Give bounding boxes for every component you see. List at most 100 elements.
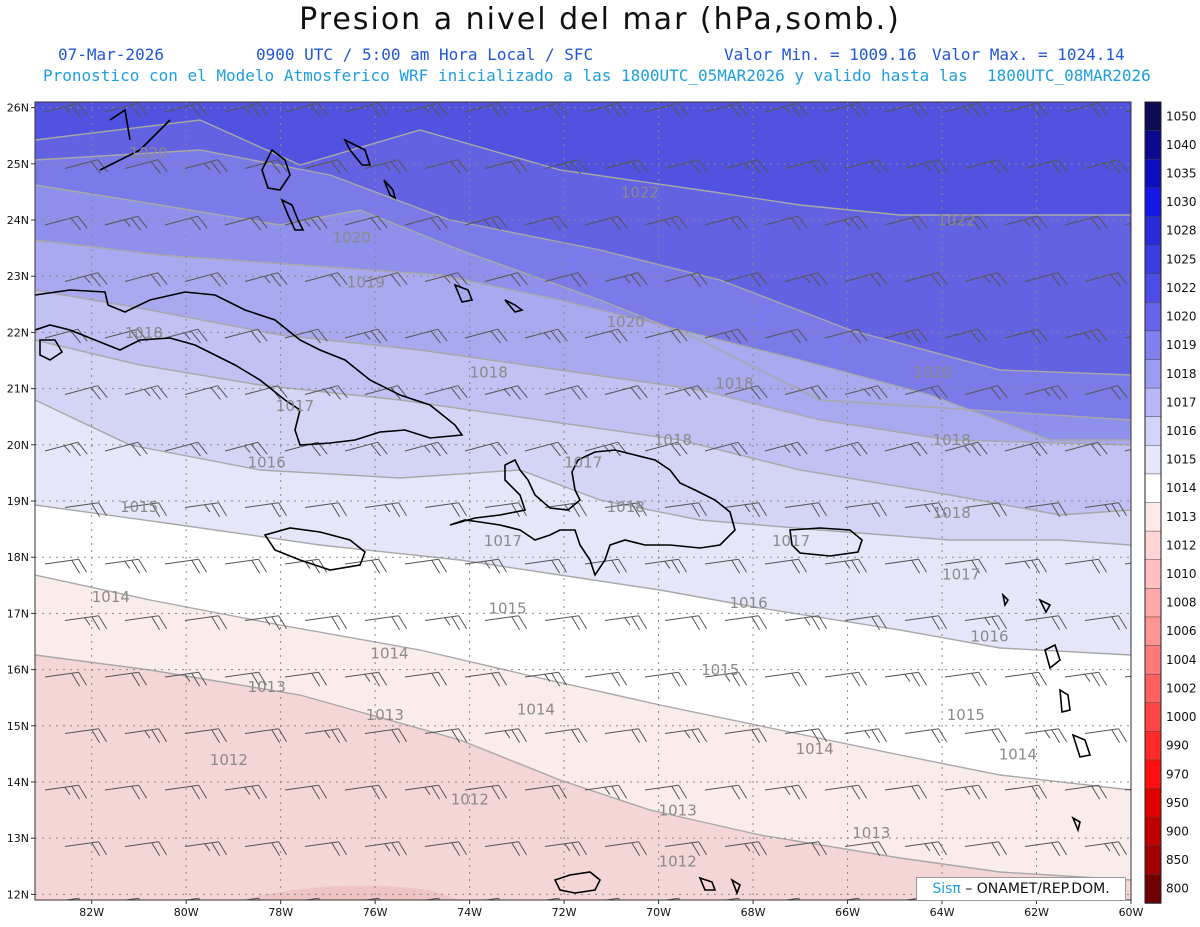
lat-tick-label: 12N bbox=[7, 888, 29, 901]
isobar-label: 1014 bbox=[92, 588, 130, 606]
legend-value: 1028 bbox=[1166, 224, 1197, 238]
isobar-label: 1020 bbox=[914, 363, 952, 381]
isobar-label: 1018 bbox=[654, 431, 692, 449]
lon-tick-label: 64W bbox=[930, 906, 955, 919]
isobar-label: 1018 bbox=[470, 363, 508, 381]
isobar-label: 1018 bbox=[125, 324, 163, 342]
legend-swatch bbox=[1144, 530, 1162, 561]
isobar-label: 1018 bbox=[715, 375, 753, 393]
isobar-label: 1013 bbox=[366, 706, 404, 724]
isobar-label: 1020 bbox=[607, 313, 645, 331]
legend-swatch bbox=[1144, 216, 1162, 246]
lat-tick-label: 15N bbox=[7, 720, 29, 733]
isobar-label: 1013 bbox=[659, 802, 697, 820]
lat-tick-label: 14N bbox=[7, 776, 29, 789]
legend-value: 1013 bbox=[1166, 510, 1197, 524]
map-title: Presion a nivel del mar (hPa,somb.) bbox=[299, 2, 901, 37]
isobar-label: 1014 bbox=[796, 740, 834, 758]
legend-swatch bbox=[1144, 588, 1162, 618]
legend-swatch bbox=[1144, 101, 1162, 132]
legend-value: 1015 bbox=[1166, 453, 1197, 467]
lon-tick-label: 62W bbox=[1024, 906, 1049, 919]
isobar-label: 1018 bbox=[933, 504, 971, 522]
legend-swatch bbox=[1144, 673, 1162, 704]
lat-tick-label: 21N bbox=[7, 383, 29, 396]
isobar-label: 1016 bbox=[248, 453, 286, 471]
forecast-info: Pronostico con el Modelo Atmosferico WRF… bbox=[43, 66, 1151, 85]
legend-swatch bbox=[1144, 187, 1162, 218]
isobar-label: 1022 bbox=[937, 212, 975, 230]
isobar-label: 1022 bbox=[621, 184, 659, 202]
legend-value: 1004 bbox=[1166, 653, 1197, 667]
coastlines bbox=[35, 108, 1092, 896]
lon-tick-label: 80W bbox=[174, 906, 199, 919]
lon-tick-label: 72W bbox=[552, 906, 577, 919]
isobar-label: 1016 bbox=[970, 627, 1008, 645]
legend-value: 1022 bbox=[1166, 281, 1197, 295]
legend-swatch bbox=[1144, 759, 1162, 790]
graticule bbox=[35, 102, 1131, 900]
lat-tick-label: 20N bbox=[7, 439, 29, 452]
isobar-lines bbox=[35, 119, 1131, 881]
legend-value: 1019 bbox=[1166, 338, 1197, 352]
lat-tick-label: 26N bbox=[7, 102, 29, 115]
lat-tick-label: 13N bbox=[7, 832, 29, 845]
lon-tick-label: 76W bbox=[363, 906, 388, 919]
legend-swatch bbox=[1144, 387, 1162, 418]
isobar-label: 1015 bbox=[701, 661, 739, 679]
legend-value: 1020 bbox=[1166, 310, 1197, 324]
isobar-label: 1012 bbox=[659, 852, 697, 870]
legend-value: 1014 bbox=[1166, 481, 1197, 495]
legend-value: 1035 bbox=[1166, 167, 1197, 181]
legend-value: 970 bbox=[1166, 767, 1189, 781]
isobar-label: 1017 bbox=[564, 453, 602, 471]
legend-swatch bbox=[1144, 330, 1162, 361]
lon-tick-label: 66W bbox=[835, 906, 860, 919]
lat-tick-label: 17N bbox=[7, 607, 29, 620]
credit-text: – ONAMET/REP.DOM. bbox=[965, 881, 1110, 897]
isobar-label: 1013 bbox=[248, 678, 286, 696]
legend-value: 1040 bbox=[1166, 138, 1197, 152]
lon-tick-label: 70W bbox=[646, 906, 671, 919]
legend-swatch bbox=[1144, 559, 1162, 590]
legend-swatch bbox=[1144, 845, 1162, 876]
legend-value: 800 bbox=[1166, 882, 1189, 896]
legend-value: 1012 bbox=[1166, 538, 1197, 552]
legend-value: 1025 bbox=[1166, 252, 1197, 266]
min-value: Valor Min. = 1009.16 bbox=[724, 45, 917, 64]
legend-swatch bbox=[1144, 788, 1162, 818]
legend-value: 1018 bbox=[1166, 367, 1197, 381]
legend-value: 1002 bbox=[1166, 681, 1197, 695]
isobar-label: 1015 bbox=[489, 599, 527, 617]
axes: 26N 25N 24N 23N 22N 21N 20N 19N 18N 17N 16N 15N 14N 1… bbox=[7, 102, 1144, 919]
legend-value: 950 bbox=[1166, 796, 1189, 810]
lat-tick-label: 24N bbox=[7, 214, 29, 227]
isobar-label: 1017 bbox=[484, 532, 522, 550]
lat-tick-label: 23N bbox=[7, 270, 29, 283]
lat-tick-label: 19N bbox=[7, 495, 29, 508]
lon-tick-label: 82W bbox=[79, 906, 104, 919]
legend-value: 1000 bbox=[1166, 710, 1197, 724]
isobar-label: 1015 bbox=[120, 498, 158, 516]
legend-value: 1010 bbox=[1166, 567, 1197, 581]
lat-tick-label: 22N bbox=[7, 326, 29, 339]
legend-swatch bbox=[1144, 502, 1162, 532]
lon-tick-label: 60W bbox=[1119, 906, 1144, 919]
legend-swatch bbox=[1144, 702, 1162, 733]
legend-swatch bbox=[1144, 244, 1162, 275]
legend-swatch bbox=[1144, 158, 1162, 189]
legend-value: 1016 bbox=[1166, 424, 1197, 438]
legend-swatch bbox=[1144, 645, 1162, 675]
legend-swatch bbox=[1144, 616, 1162, 647]
legend-value: 990 bbox=[1166, 739, 1189, 753]
isobar-label: 1018 bbox=[933, 431, 971, 449]
isobar-label: 1020 bbox=[129, 144, 167, 162]
isobar-label: 1014 bbox=[517, 701, 555, 719]
credit-box: Sisπ – ONAMET/REP.DOM. bbox=[916, 877, 1126, 901]
legend-swatch bbox=[1144, 130, 1162, 160]
lat-tick-label: 18N bbox=[7, 551, 29, 564]
isobar-label: 1017 bbox=[942, 566, 980, 584]
legend-swatch bbox=[1144, 359, 1162, 389]
isobar-label: 1019 bbox=[347, 273, 385, 291]
